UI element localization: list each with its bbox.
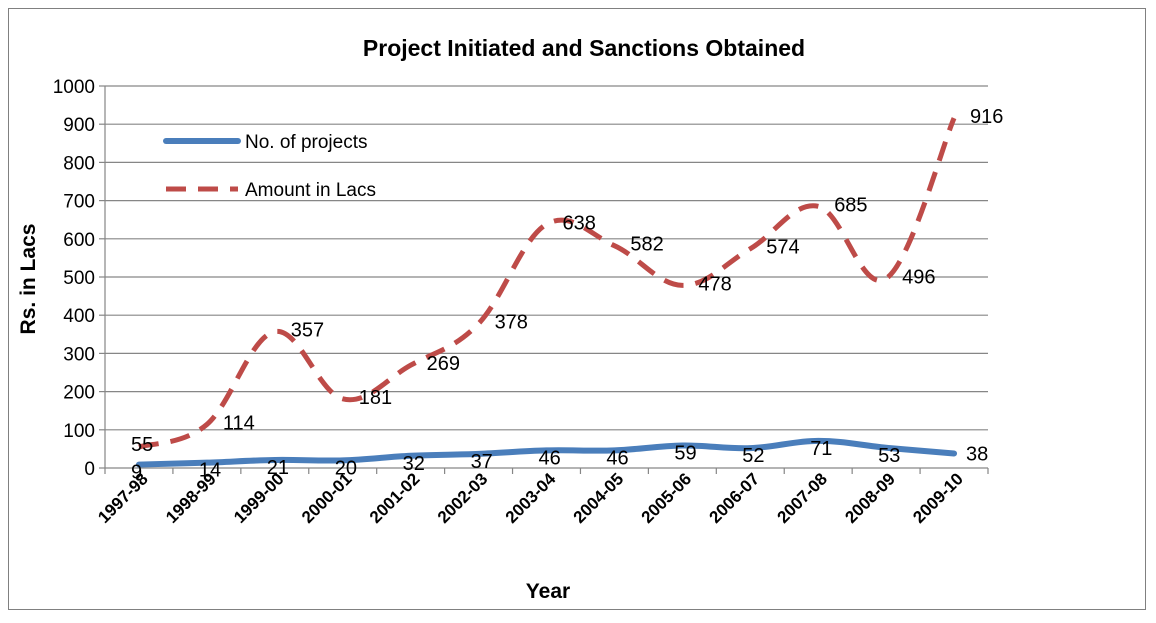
data-label: 20 [335,457,357,479]
y-axis-title: Rs. in Lacs [17,224,40,335]
x-tick-label: 2005-06 [638,469,696,527]
data-label: 21 [267,457,289,479]
data-label: 916 [970,106,1003,128]
data-label: 55 [131,434,153,456]
data-label: 38 [966,443,988,465]
data-label: 46 [539,447,561,469]
y-tick-labels: 0 100 200 300 400 500 600 700 800 900 1000 [53,77,95,480]
data-label: 32 [403,453,425,475]
data-label: 574 [766,237,799,259]
y-tick-label: 700 [63,192,95,213]
y-tick-label: 500 [63,268,95,289]
x-axis-title: Year [526,580,570,603]
x-tick-label: 2002-03 [434,469,492,527]
data-label: 53 [878,445,900,467]
data-label: 181 [359,387,392,409]
gridlines [105,85,988,431]
data-label: 9 [131,462,142,484]
chart-frame [8,8,1146,610]
y-tick-label: 100 [63,421,95,442]
x-tick-label: 2004-05 [570,469,628,527]
legend-label-no-of-projects: No. of projects [245,132,368,153]
x-tick-label: 2007-08 [773,469,831,527]
x-tick-label: 2006-07 [706,469,764,527]
y-tick-label: 800 [63,153,95,174]
series-line-amount-in-lacs [138,117,957,450]
data-label: 685 [834,194,867,216]
x-tick-label: 2001-02 [366,469,424,527]
legend: No. of projects Amount in Lacs [163,132,376,201]
y-tick-label: 1000 [53,77,95,98]
data-label: 378 [495,312,528,334]
y-tick-label: 600 [63,230,95,251]
data-label: 59 [674,442,696,464]
data-label: 357 [291,320,324,342]
x-tick-label: 2003-04 [502,469,560,527]
chart-title: Project Initiated and Sanctions Obtained [363,35,805,61]
y-tick-label: 900 [63,115,95,136]
x-tick-label: 2008-09 [841,469,899,527]
data-label: 52 [742,445,764,467]
data-label: 114 [223,412,255,434]
axes [99,85,989,474]
data-label: 638 [563,212,596,234]
x-tick-label: 1997-98 [94,469,152,527]
x-tick-label: 2009-10 [909,469,967,527]
y-tick-label: 400 [63,306,95,327]
x-tick-labels: 1997-98 1998-99 1999-00 2000-01 2001-02 2002-… [94,469,967,527]
y-tick-label: 0 [84,459,95,480]
data-labels: 9 14 21 20 32 37 46 46 59 52 71 53 38 55 114 357 181 269 3… [131,106,1003,483]
data-label: 14 [199,460,221,482]
data-label: 46 [606,447,628,469]
series-lines [135,117,958,468]
data-label: 37 [471,451,493,473]
data-label: 478 [698,273,731,295]
legend-label-amount-in-lacs: Amount in Lacs [245,180,376,201]
data-label: 582 [630,234,663,256]
y-tick-label: 200 [63,383,95,404]
data-label: 269 [427,353,460,375]
series-line-no-of-projects [135,437,958,468]
data-label: 496 [902,267,935,289]
y-tick-label: 300 [63,344,95,365]
data-label: 71 [810,438,832,460]
